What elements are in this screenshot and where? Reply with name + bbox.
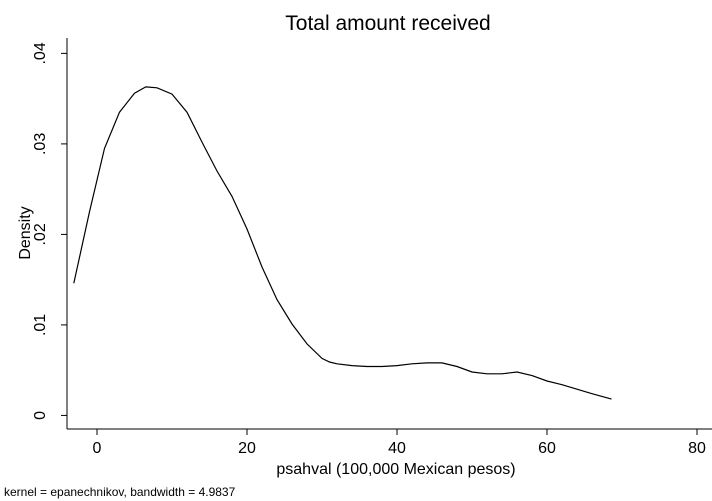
y-tick-label: .02 — [32, 223, 49, 245]
x-tick-label: 60 — [538, 440, 556, 457]
x-axis-label: psahval (100,000 Mexican pesos) — [276, 461, 515, 478]
y-ticks: 0 .01 .02 .03 .04 — [32, 42, 67, 420]
x-tick-label: 0 — [93, 440, 102, 457]
x-tick-label: 40 — [388, 440, 406, 457]
x-tick-label: 80 — [688, 440, 706, 457]
x-ticks: 0 20 40 60 80 — [93, 429, 706, 457]
y-tick-label: .03 — [32, 133, 49, 155]
y-tick-label: .04 — [32, 42, 49, 64]
y-axis-label: Density — [17, 206, 34, 259]
chart-title: Total amount received — [285, 12, 490, 35]
y-tick-label: .01 — [32, 314, 49, 336]
y-tick-label: 0 — [32, 411, 49, 420]
kernel-note: kernel = epanechnikov, bandwidth = 4.983… — [4, 485, 236, 499]
x-tick-label: 20 — [238, 440, 256, 457]
density-curve — [73, 86, 612, 400]
